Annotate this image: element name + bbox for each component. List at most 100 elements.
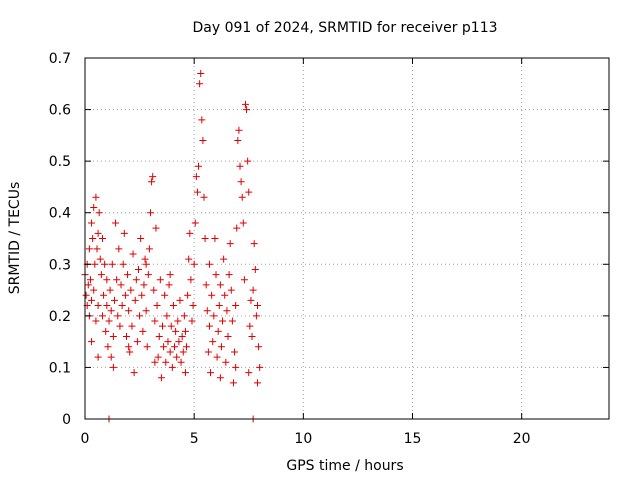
data-point <box>189 302 197 310</box>
data-point <box>108 260 116 268</box>
data-point <box>145 245 153 253</box>
data-point <box>152 224 160 232</box>
data-point <box>178 332 186 340</box>
data-point <box>100 291 108 299</box>
data-point <box>139 327 147 335</box>
data-point <box>159 322 167 330</box>
data-point <box>94 353 102 361</box>
data-point <box>126 348 134 356</box>
data-point <box>190 260 198 268</box>
data-point <box>186 229 194 237</box>
data-point <box>147 209 154 217</box>
data-point <box>216 374 224 382</box>
data-point <box>203 307 211 315</box>
data-point <box>91 260 99 268</box>
x-tick-label: 20 <box>513 431 531 447</box>
x-tick-label: 5 <box>190 431 199 447</box>
data-point <box>89 235 97 242</box>
data-point <box>90 286 98 294</box>
data-point <box>130 369 138 377</box>
data-point <box>184 291 192 299</box>
data-point <box>133 338 141 346</box>
data-point <box>256 363 264 371</box>
data-point <box>207 369 215 377</box>
data-point <box>113 276 121 284</box>
data-point <box>235 126 243 134</box>
data-point <box>166 348 174 356</box>
data-point <box>129 250 137 258</box>
data-point <box>151 358 159 366</box>
data-point <box>165 281 173 289</box>
data-point <box>95 209 103 217</box>
data-point <box>149 173 157 181</box>
data-point <box>251 265 259 273</box>
data-point <box>119 260 127 268</box>
data-point <box>88 219 96 227</box>
data-point <box>197 69 205 77</box>
data-point <box>103 302 111 310</box>
data-point <box>141 255 149 263</box>
x-axis-label: GPS time / hours <box>286 458 403 474</box>
data-point <box>114 312 122 320</box>
data-point <box>174 317 182 325</box>
data-point <box>167 322 175 330</box>
data-point <box>125 343 133 351</box>
data-point <box>217 343 225 351</box>
data-point <box>179 348 187 356</box>
data-point <box>131 296 139 304</box>
data-point <box>140 281 148 289</box>
data-point <box>109 363 117 371</box>
data-point <box>211 235 219 242</box>
data-point <box>212 271 220 279</box>
data-point <box>201 235 209 242</box>
data-point <box>151 317 159 325</box>
data-point <box>154 353 162 361</box>
x-tick-label: 15 <box>404 431 422 447</box>
data-point <box>162 358 170 366</box>
data-point <box>121 291 129 299</box>
x-tick-label: 0 <box>81 431 90 447</box>
data-point <box>241 100 249 108</box>
data-point <box>88 296 96 304</box>
data-point <box>175 338 183 346</box>
data-point <box>229 379 237 387</box>
data-point <box>103 276 111 284</box>
data-point <box>181 369 189 377</box>
plot-frame <box>84 57 610 420</box>
data-point <box>156 276 164 284</box>
x-tick-label: 10 <box>294 431 312 447</box>
data-point <box>92 193 100 201</box>
data-point <box>166 271 174 279</box>
data-point <box>97 271 105 279</box>
data-point <box>181 327 189 335</box>
data-point <box>237 178 245 186</box>
data-point <box>137 235 145 242</box>
data-point <box>214 327 222 335</box>
data-point <box>225 271 233 279</box>
data-point <box>106 286 114 294</box>
y-tick-label: 0.7 <box>49 51 71 67</box>
data-point <box>169 302 177 310</box>
data-point <box>239 219 247 227</box>
data-point <box>228 317 236 325</box>
data-point <box>232 302 240 310</box>
data-point <box>142 260 150 268</box>
data-point <box>198 116 206 124</box>
data-point <box>94 302 102 310</box>
data-point <box>220 255 228 263</box>
data-point <box>128 322 136 330</box>
data-point <box>209 338 217 346</box>
data-point <box>192 173 200 181</box>
data-point <box>120 229 128 237</box>
data-point <box>200 193 208 201</box>
data-point <box>142 307 150 315</box>
y-tick-label: 0.6 <box>49 103 71 119</box>
data-point <box>222 358 230 366</box>
data-point <box>101 260 109 268</box>
data-point <box>215 302 223 310</box>
data-point <box>226 240 234 248</box>
data-point <box>244 157 252 165</box>
data-point <box>188 317 196 325</box>
data-point <box>138 291 146 299</box>
data-point <box>191 219 199 227</box>
